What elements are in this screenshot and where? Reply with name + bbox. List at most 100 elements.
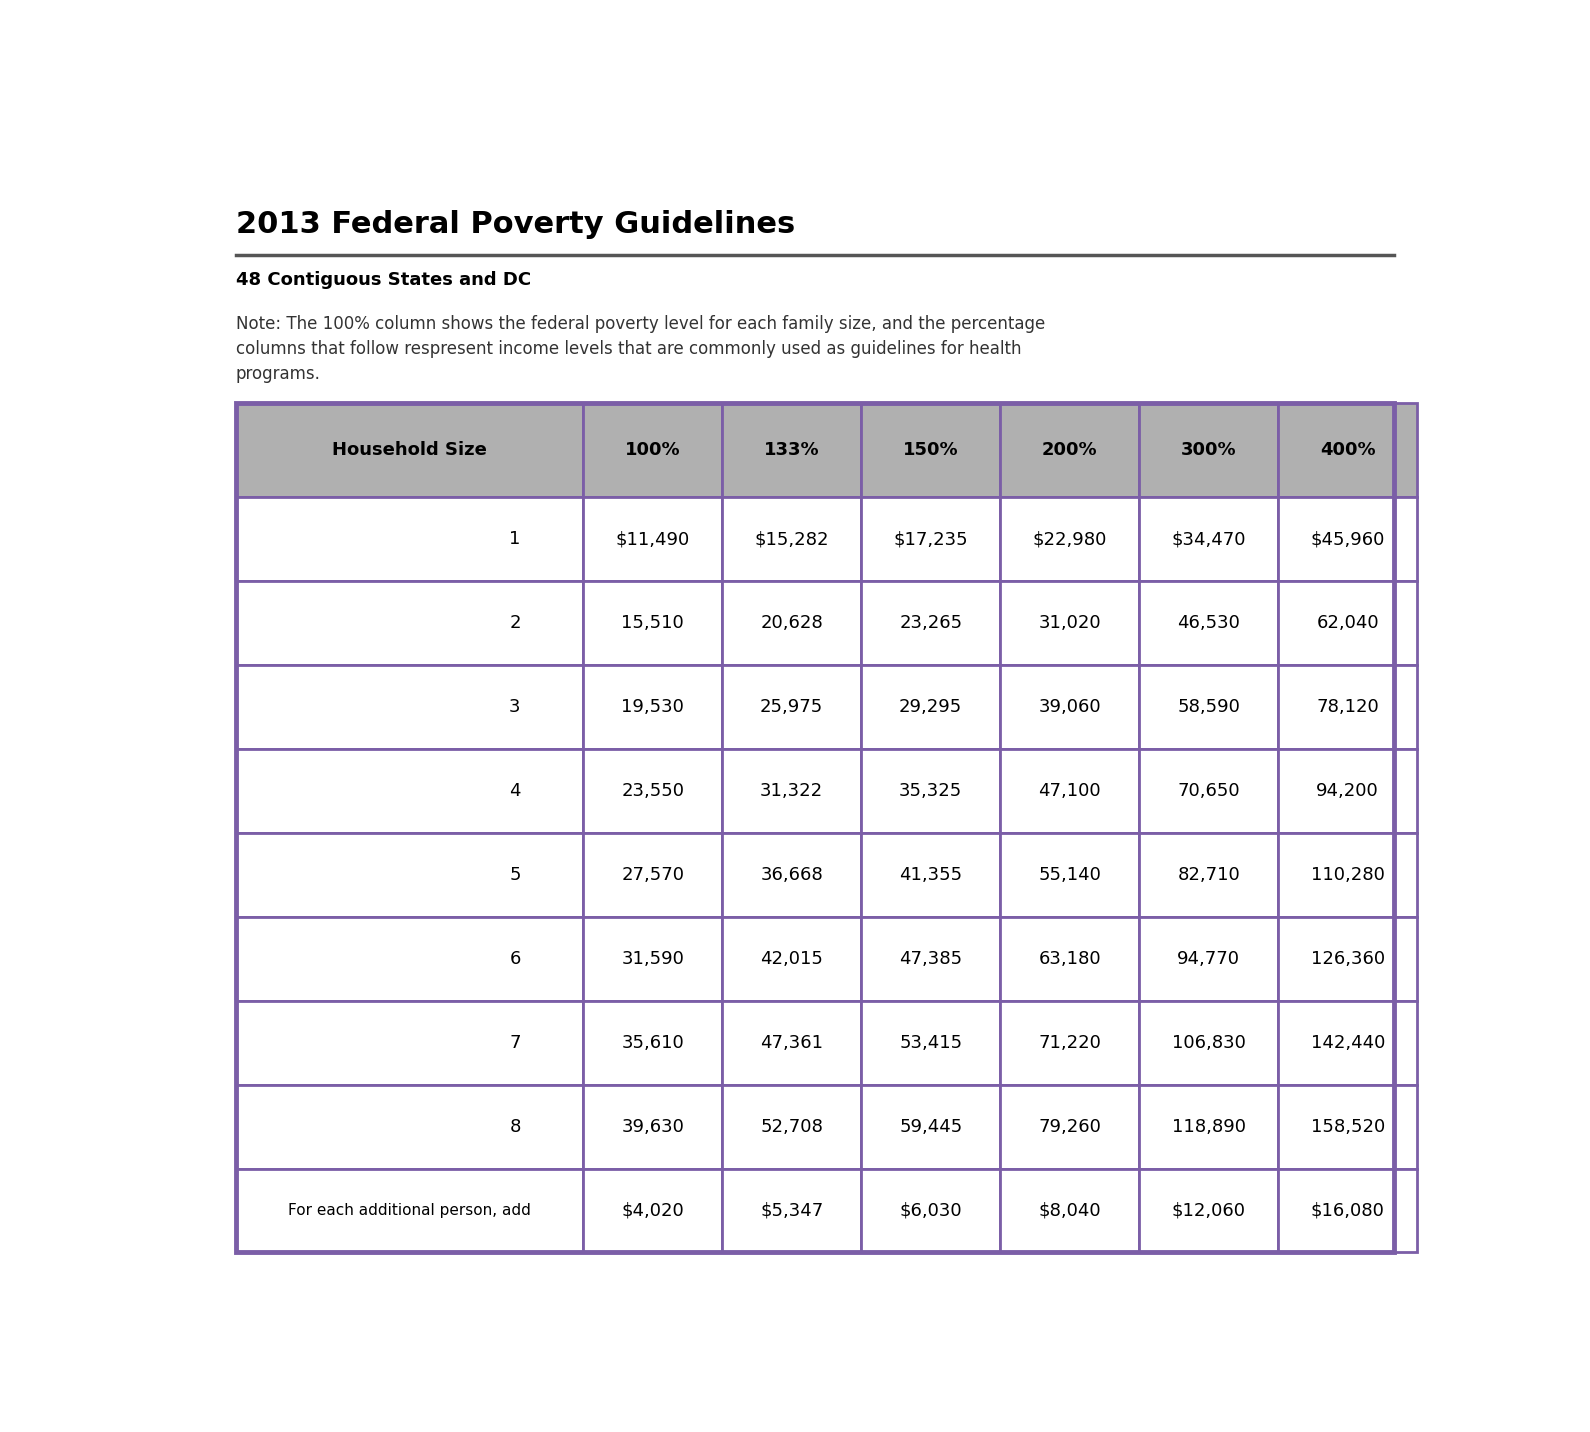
Bar (235, 581, 584, 664)
Bar (235, 404, 584, 497)
Text: $17,235: $17,235 (894, 530, 968, 548)
Text: 8: 8 (509, 1117, 520, 1136)
Bar (584, 916, 722, 1001)
Text: 63,180: 63,180 (1038, 949, 1100, 968)
Bar (862, 1001, 1000, 1084)
Bar (235, 1001, 584, 1084)
Text: 82,710: 82,710 (1177, 866, 1240, 884)
Bar (1138, 1169, 1278, 1253)
Text: 39,630: 39,630 (622, 1117, 684, 1136)
Bar (1278, 664, 1417, 749)
Bar (862, 833, 1000, 916)
Text: 79,260: 79,260 (1038, 1117, 1102, 1136)
Text: 42,015: 42,015 (760, 949, 824, 968)
Text: 23,265: 23,265 (898, 614, 962, 632)
Bar (722, 1001, 862, 1084)
Text: 58,590: 58,590 (1177, 697, 1240, 716)
Bar (1138, 1084, 1278, 1169)
Bar (1278, 1169, 1417, 1253)
Text: Household Size: Household Size (332, 441, 487, 460)
Bar (722, 404, 862, 497)
Bar (1278, 749, 1417, 833)
Text: $34,470: $34,470 (1172, 530, 1247, 548)
Text: $15,282: $15,282 (755, 530, 828, 548)
Bar (584, 1169, 722, 1253)
Bar (862, 404, 1000, 497)
Text: 94,770: 94,770 (1177, 949, 1240, 968)
Text: 200%: 200% (1041, 441, 1097, 460)
Text: $8,040: $8,040 (1038, 1201, 1100, 1220)
Text: $4,020: $4,020 (622, 1201, 684, 1220)
Text: 62,040: 62,040 (1317, 614, 1379, 632)
Bar (722, 833, 862, 916)
Text: 47,385: 47,385 (898, 949, 962, 968)
Text: $6,030: $6,030 (900, 1201, 962, 1220)
Text: $22,980: $22,980 (1032, 530, 1107, 548)
Bar (862, 916, 1000, 1001)
Text: 25,975: 25,975 (760, 697, 824, 716)
Bar (584, 581, 722, 664)
Text: 27,570: 27,570 (622, 866, 684, 884)
Text: 71,220: 71,220 (1038, 1034, 1102, 1051)
Bar (722, 749, 862, 833)
Text: 35,325: 35,325 (898, 782, 962, 800)
Text: 52,708: 52,708 (760, 1117, 824, 1136)
Bar (1000, 581, 1138, 664)
Bar (584, 1084, 722, 1169)
Text: $16,080: $16,080 (1310, 1201, 1385, 1220)
Bar (722, 1084, 862, 1169)
Bar (1278, 833, 1417, 916)
Text: 300%: 300% (1181, 441, 1237, 460)
Text: 5: 5 (509, 866, 520, 884)
Bar (584, 497, 722, 581)
Text: 1: 1 (509, 530, 520, 548)
Bar (862, 581, 1000, 664)
Text: 6: 6 (509, 949, 520, 968)
Bar (1278, 497, 1417, 581)
Text: 100%: 100% (625, 441, 681, 460)
Text: 31,020: 31,020 (1038, 614, 1100, 632)
Bar (235, 749, 584, 833)
Bar (1000, 497, 1138, 581)
Text: 106,830: 106,830 (1172, 1034, 1245, 1051)
Text: 46,530: 46,530 (1177, 614, 1240, 632)
Text: 400%: 400% (1320, 441, 1375, 460)
Text: 31,322: 31,322 (760, 782, 824, 800)
Text: $45,960: $45,960 (1310, 530, 1385, 548)
Text: 133%: 133% (763, 441, 819, 460)
Text: $11,490: $11,490 (615, 530, 690, 548)
Text: 35,610: 35,610 (622, 1034, 684, 1051)
Bar (1278, 404, 1417, 497)
Text: 78,120: 78,120 (1317, 697, 1379, 716)
Text: 142,440: 142,440 (1310, 1034, 1385, 1051)
Text: 4: 4 (509, 782, 520, 800)
Bar (584, 1001, 722, 1084)
Text: $5,347: $5,347 (760, 1201, 824, 1220)
Text: 53,415: 53,415 (898, 1034, 962, 1051)
Text: 59,445: 59,445 (898, 1117, 962, 1136)
Text: 20,628: 20,628 (760, 614, 824, 632)
Bar (1138, 1001, 1278, 1084)
Text: 94,200: 94,200 (1317, 782, 1379, 800)
Bar (1138, 664, 1278, 749)
Bar (1278, 1001, 1417, 1084)
Bar (1000, 664, 1138, 749)
Text: 7: 7 (509, 1034, 520, 1051)
Text: 126,360: 126,360 (1310, 949, 1385, 968)
Bar (235, 1084, 584, 1169)
Text: 48 Contiguous States and DC: 48 Contiguous States and DC (235, 271, 531, 289)
Bar (1278, 916, 1417, 1001)
Text: 31,590: 31,590 (622, 949, 684, 968)
Text: $12,060: $12,060 (1172, 1201, 1245, 1220)
Bar (862, 1169, 1000, 1253)
Bar (722, 497, 862, 581)
Bar (1138, 404, 1278, 497)
Bar (1000, 1001, 1138, 1084)
Bar (584, 404, 722, 497)
Bar (584, 749, 722, 833)
Bar (1138, 916, 1278, 1001)
Bar (235, 1169, 584, 1253)
Bar (1278, 581, 1417, 664)
Text: 47,361: 47,361 (760, 1034, 824, 1051)
Text: 70,650: 70,650 (1177, 782, 1240, 800)
